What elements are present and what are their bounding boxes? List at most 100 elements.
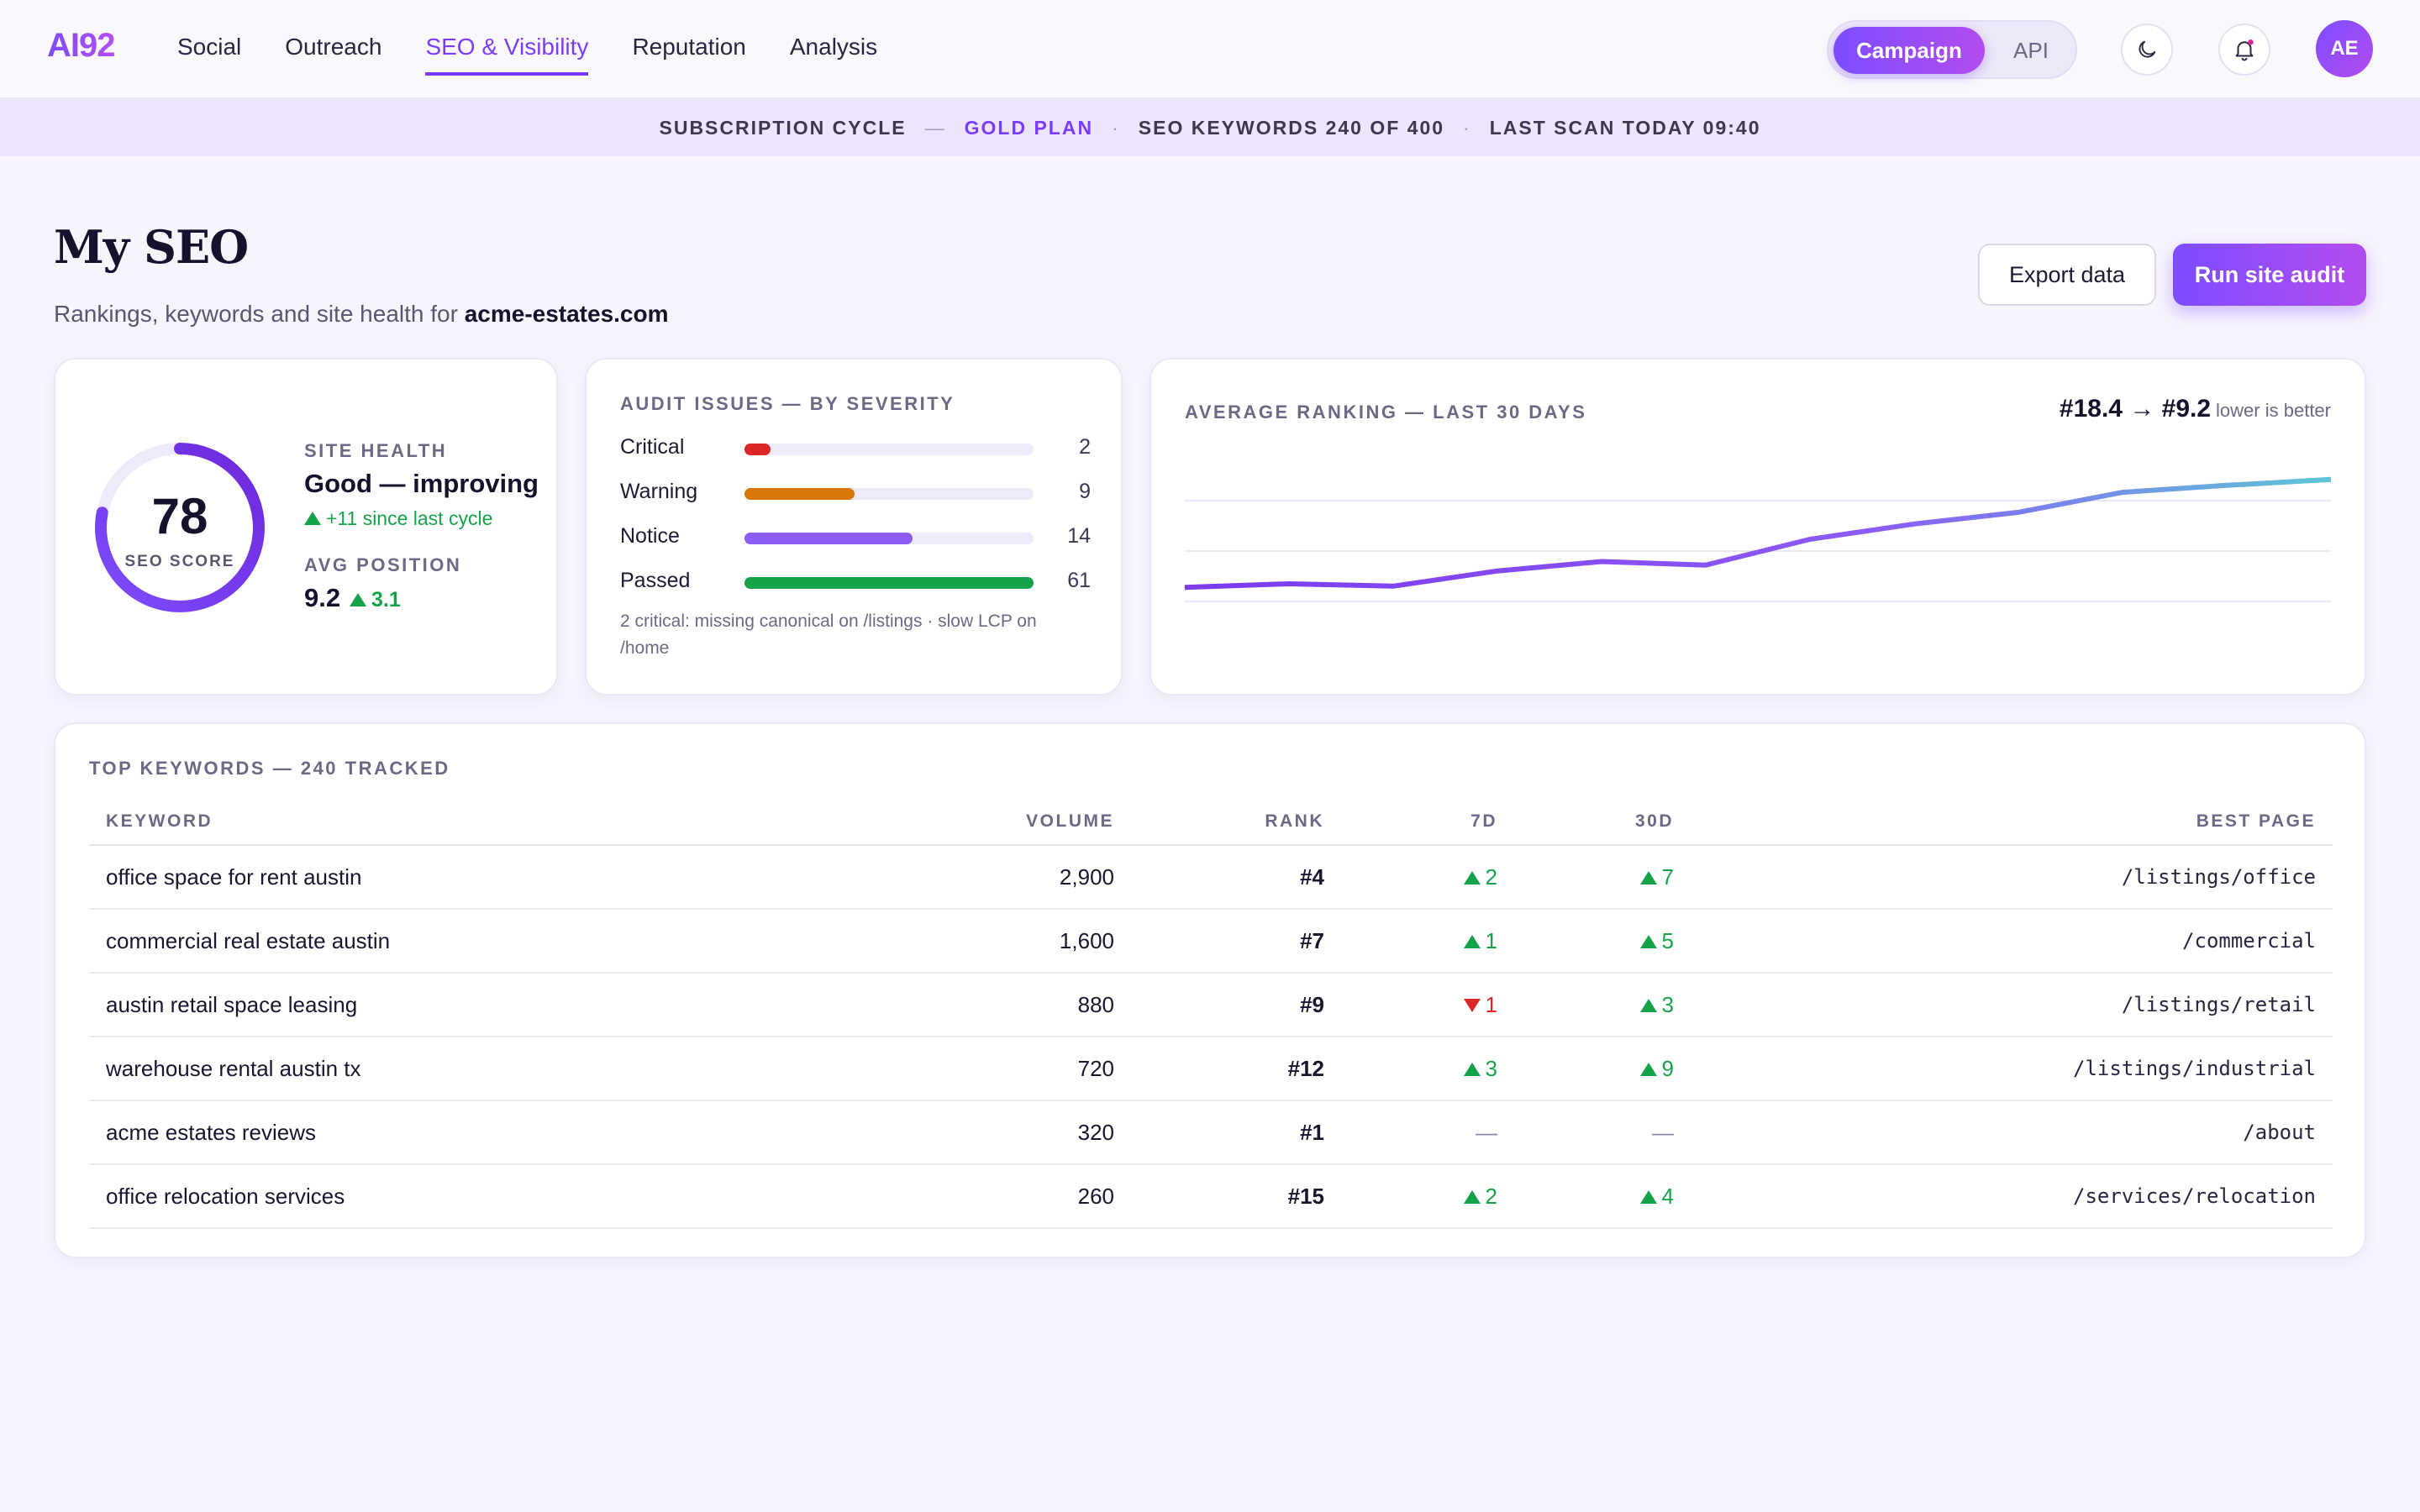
audit-row-count: 2 [1079,435,1091,459]
volume-cell: 1,600 [963,909,1131,974]
rank-cell: #15 [1131,1164,1341,1229]
nav-links: Social Outreach SEO & Visibility Reputat… [177,34,921,76]
change-30d-cell-value: 7 [1661,864,1674,890]
audit-row-count: 14 [1067,524,1091,548]
table-row[interactable]: office relocation services 260 #15 2 4/servi… [89,1164,2333,1229]
subtitle-text: Rankings, keywords and site health for [54,301,458,327]
change-30d-cell: — [1514,1100,1691,1165]
change-30d-cell-value: 3 [1661,991,1674,1017]
keywords-table-body: office space for rent austin 2,900 #4 2 7/li… [89,845,2333,1229]
run-site-audit-button[interactable]: Run site audit [2173,244,2366,306]
nav-link-social[interactable]: Social [177,34,242,60]
ranking-summary-value: #18.4 → #9.2 [2059,395,2212,423]
column-header-best-page[interactable]: BEST PAGE [1691,798,2333,846]
gauge-arc [95,443,265,612]
separator: — [924,116,946,139]
change-30d-cell-value: 5 [1661,927,1674,953]
audit-row-count: 9 [1079,480,1091,503]
down-arrow-icon [1463,998,1481,1012]
change-30d-cell-value: — [1652,1119,1674,1145]
audit-row-label: Notice [620,524,680,548]
column-header-volume[interactable]: VOLUME [963,798,1131,846]
rank-cell: #1 [1131,1100,1341,1165]
change-7d-cell-value: 1 [1485,991,1497,1017]
last-scan: LAST SCAN TODAY 09:40 [1489,116,1761,139]
column-header-7d[interactable]: 7D [1341,798,1514,846]
ranking-series-line [1185,476,2331,591]
separator: · [1112,116,1120,139]
logo[interactable]: AI92 [47,27,115,64]
audit-row-notice[interactable]: Notice 14 [620,519,1091,553]
audit-row-warning[interactable]: Warning 9 [620,475,1091,508]
volume-cell: 320 [963,1100,1131,1165]
mode-campaign-button[interactable]: Campaign [1833,27,1985,74]
up-arrow-icon [1639,870,1657,885]
best-page-cell: /services/relocation [1691,1164,2333,1229]
avatar[interactable]: AE [2316,20,2373,77]
audit-row-critical[interactable]: Critical 2 [620,430,1091,464]
site-health-delta: +11 since last cycle [304,507,492,530]
table-row[interactable]: warehouse rental austin tx 720 #12 3 9/listi… [89,1037,2333,1101]
subscription-cycle: SUBSCRIPTION CYCLE [659,116,907,139]
best-page-cell: /listings/retail [1691,973,2333,1037]
rank-cell: #9 [1131,973,1341,1037]
change-7d-cell-value: 2 [1485,864,1497,890]
audit-issues-title: AUDIT ISSUES — BY SEVERITY [620,393,955,414]
change-30d-cell-value: 9 [1661,1055,1674,1081]
notifications-button[interactable] [2218,24,2270,76]
site-health-delta-text: +11 since last cycle [326,507,493,529]
theme-toggle-button[interactable] [2121,24,2173,76]
bell-icon [2235,39,2254,61]
site-health-label: SITE HEALTH [304,440,448,461]
table-header-row: KEYWORD VOLUME RANK 7D 30D BEST PAGE [89,798,2333,846]
top-nav: AI92 Social Outreach SEO & Visibility Re… [0,0,2420,99]
volume-cell: 880 [963,973,1131,1037]
audit-issues-card: AUDIT ISSUES — BY SEVERITY Critical 2 Wa… [585,358,1123,696]
table-row[interactable]: acme estates reviews 320 #1 — — /about [89,1100,2333,1165]
up-arrow-icon [1463,934,1481,948]
up-arrow-icon [1639,1062,1657,1076]
site-health-value: Good — improving [304,469,539,498]
rank-cell: #12 [1131,1037,1341,1101]
table-row[interactable]: commercial real estate austin 1,600 #7 1 5/c… [89,909,2333,974]
plan-name: GOLD PLAN [964,116,1094,139]
mode-api-button[interactable]: API [2013,37,2049,63]
nav-link-outreach[interactable]: Outreach [285,34,382,60]
audit-row-passed[interactable]: Passed 61 [620,564,1091,597]
keyword-cell: office relocation services [89,1164,963,1229]
table-row[interactable]: austin retail space leasing 880 #9 1 3/listi… [89,973,2333,1037]
keyword-cell: acme estates reviews [89,1100,963,1165]
export-data-button[interactable]: Export data [1978,244,2156,306]
audit-bar-fill [744,577,1034,589]
top-keywords-card: TOP KEYWORDS — 240 TRACKED KEYWORD VOLUM… [54,722,2366,1258]
volume-cell: 2,900 [963,845,1131,910]
change-30d-cell-value: 4 [1661,1183,1674,1209]
column-header-keyword[interactable]: KEYWORD [89,798,963,846]
keyword-cell: commercial real estate austin [89,909,963,974]
table-row[interactable]: office space for rent austin 2,900 #4 2 7/li… [89,845,2333,910]
moon-icon [2139,40,2156,58]
column-header-30d[interactable]: 30D [1514,798,1691,846]
nav-link-reputation[interactable]: Reputation [632,34,746,60]
change-7d-cell-value: 2 [1485,1183,1497,1209]
audit-bar-track [744,444,1034,455]
separator: · [1463,116,1471,139]
keyword-cell: warehouse rental austin tx [89,1037,963,1101]
top-keywords-title: TOP KEYWORDS — 240 TRACKED [89,758,450,779]
column-header-rank[interactable]: RANK [1131,798,1341,846]
ranking-summary: #18.4 → #9.2 lower is better [2060,395,2331,423]
audit-bar-fill [744,444,771,455]
seo-score-gauge [95,443,265,612]
audit-row-count: 61 [1067,569,1091,592]
nav-link-seo-visibility[interactable]: SEO & Visibility [425,34,589,76]
subscription-strip: SUBSCRIPTION CYCLE — GOLD PLAN · SEO KEY… [0,99,2420,156]
ranking-title: AVERAGE RANKING — LAST 30 DAYS [1185,402,1587,423]
page-title: My SEO [54,220,249,274]
up-arrow-icon [1639,1189,1657,1204]
change-7d-cell: 3 [1341,1037,1514,1101]
up-arrow-icon [1463,1062,1481,1076]
volume-cell: 260 [963,1164,1131,1229]
up-arrow-icon [1463,1189,1481,1204]
nav-link-analysis[interactable]: Analysis [789,34,878,60]
ranking-line-chart [1185,476,2331,602]
